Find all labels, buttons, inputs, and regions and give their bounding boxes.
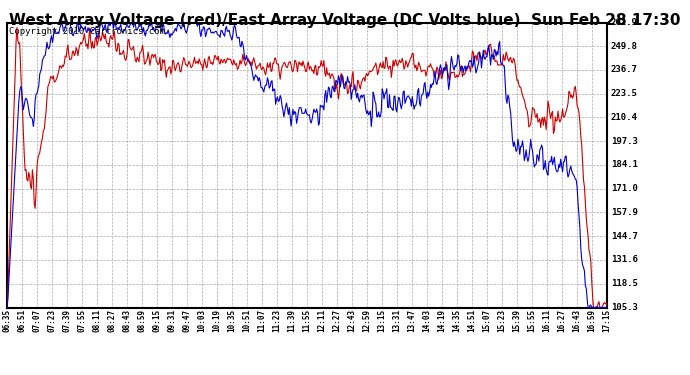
Text: 249.8: 249.8 — [611, 42, 638, 51]
Text: 184.1: 184.1 — [611, 160, 638, 170]
Text: 262.9: 262.9 — [611, 18, 638, 27]
Text: 144.7: 144.7 — [611, 232, 638, 241]
Text: 157.9: 157.9 — [611, 208, 638, 217]
Text: Copyright 2010 Cartronics.com: Copyright 2010 Cartronics.com — [9, 27, 165, 36]
Text: 118.5: 118.5 — [611, 279, 638, 288]
Text: 131.6: 131.6 — [611, 255, 638, 264]
Text: 197.3: 197.3 — [611, 136, 638, 146]
Text: 210.4: 210.4 — [611, 113, 638, 122]
Text: West Array Voltage (red)/East Array Voltage (DC Volts blue)  Sun Feb 28 17:30: West Array Voltage (red)/East Array Volt… — [9, 13, 681, 28]
Text: 236.7: 236.7 — [611, 65, 638, 74]
Text: 171.0: 171.0 — [611, 184, 638, 193]
Text: 223.5: 223.5 — [611, 89, 638, 98]
Text: 105.3: 105.3 — [611, 303, 638, 312]
